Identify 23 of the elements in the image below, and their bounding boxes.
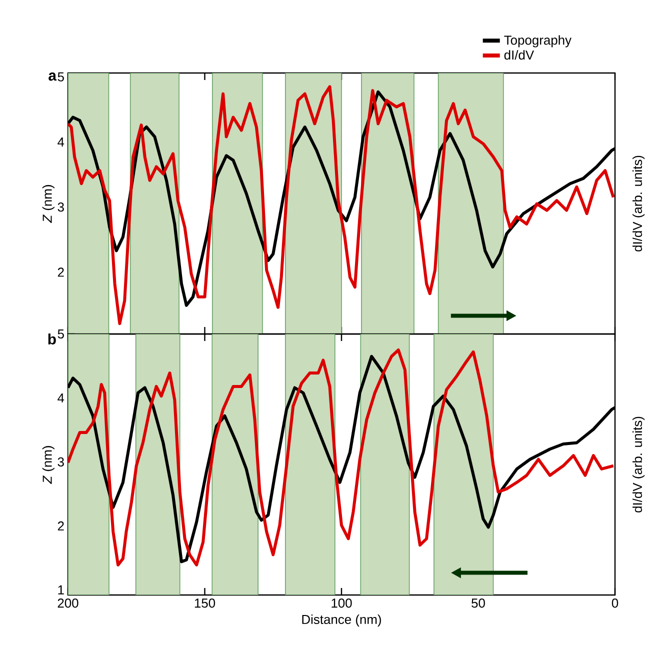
y-tick-label: 1 xyxy=(58,585,64,594)
y-axis-title: Z (nm) xyxy=(42,185,54,223)
x-tick-label: 200 xyxy=(58,598,78,608)
y-tick-label: 3 xyxy=(58,457,64,467)
x-tick-label: 50 xyxy=(472,598,485,608)
y-tick-label: 4 xyxy=(58,138,64,146)
chart-title: b xyxy=(48,334,56,344)
y2-axis-title: dI/dV (arb. units) xyxy=(632,156,645,252)
y-tick-label: 3 xyxy=(58,202,64,212)
y-axis-title: Z (nm) xyxy=(42,446,54,484)
y-tick-label: 2 xyxy=(58,268,64,277)
x-axis-title: Distance (nm) xyxy=(302,614,381,627)
y-tick-label: 5 xyxy=(58,72,64,82)
x-tick-label: 100 xyxy=(332,598,352,608)
y2-axis-title: dI/dV (arb. units) xyxy=(632,416,645,512)
chart-title: a xyxy=(48,72,57,81)
y-tick-label: 5 xyxy=(58,329,64,339)
y-tick-label: 4 xyxy=(58,394,64,402)
x-tick-label: 150 xyxy=(194,598,216,608)
x-tick-label: 0 xyxy=(612,598,618,608)
legend-label: dI/dV xyxy=(504,50,534,60)
legend-label: Topography xyxy=(504,35,572,48)
y-tick-label: 2 xyxy=(58,521,64,530)
